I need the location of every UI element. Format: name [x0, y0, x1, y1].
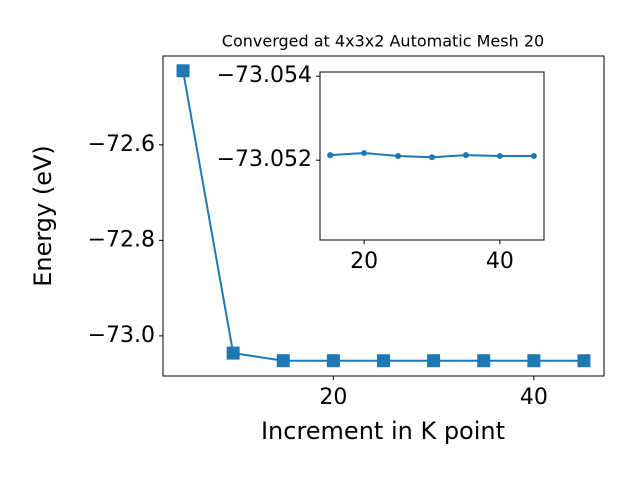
marker [377, 354, 390, 368]
x-tick-label: 40 [520, 385, 548, 410]
marker [361, 150, 368, 157]
marker [527, 354, 541, 368]
marker [427, 354, 441, 368]
y-tick-label: −72.6 [88, 132, 155, 157]
marker [577, 354, 591, 368]
y-tick-label: −73.054 [217, 63, 312, 88]
x-tick-label: 20 [350, 249, 378, 274]
y-tick-label: −73.052 [217, 147, 312, 172]
marker [327, 152, 334, 159]
y-axis-label: Energy (eV) [29, 145, 57, 287]
x-tick-label: 20 [319, 385, 347, 410]
chart-title: Converged at 4x3x2 Automatic Mesh 20 [222, 32, 544, 51]
marker [496, 153, 503, 159]
marker [530, 153, 537, 159]
marker [326, 354, 340, 368]
marker [176, 64, 190, 78]
marker [477, 354, 491, 368]
y-tick-label: −73.0 [88, 323, 155, 348]
x-tick-label: 40 [486, 249, 514, 274]
marker [395, 153, 402, 159]
marker [462, 152, 469, 159]
y-tick-label: −72.8 [88, 227, 155, 252]
marker [276, 354, 290, 368]
marker [226, 346, 240, 360]
x-axis-label: Increment in K point [261, 417, 505, 445]
marker [429, 154, 435, 161]
